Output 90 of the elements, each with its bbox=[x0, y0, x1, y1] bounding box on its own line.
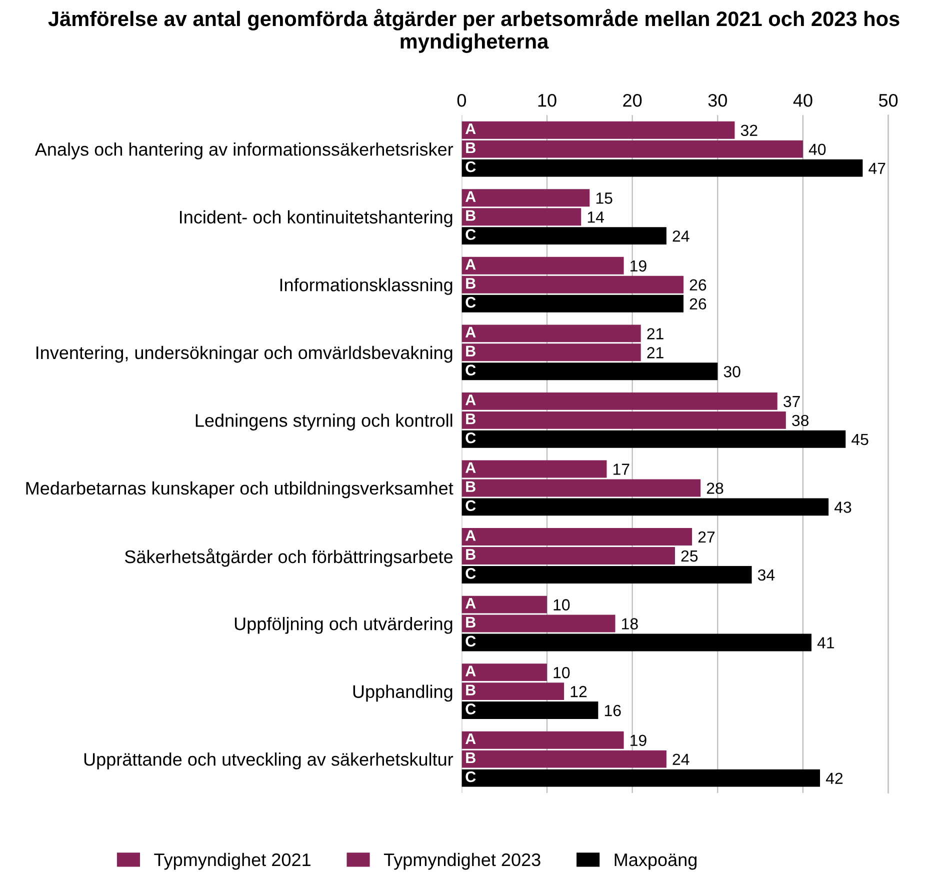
data-label: 32 bbox=[740, 124, 758, 136]
x-tick-label: 30 bbox=[708, 94, 727, 107]
data-label: 17 bbox=[613, 464, 630, 475]
legend-label: Typmyndighet 2021 bbox=[154, 852, 310, 870]
data-label: 43 bbox=[834, 502, 852, 513]
data-label: 18 bbox=[622, 618, 638, 630]
text: C bbox=[466, 364, 476, 376]
text: A bbox=[465, 191, 476, 202]
data-label: 47 bbox=[868, 162, 886, 174]
x-tick-label: 0 bbox=[457, 94, 466, 107]
data-label: 40 bbox=[808, 144, 826, 156]
data-label: 34 bbox=[758, 569, 775, 581]
data-label: 45 bbox=[852, 434, 868, 446]
data-label: 16 bbox=[604, 704, 621, 716]
bar bbox=[462, 566, 752, 584]
text: A bbox=[465, 394, 476, 406]
y-tick-label: Upprättande och utveckling av säkerhetskultur bbox=[84, 752, 454, 770]
data-label: 38 bbox=[792, 414, 809, 426]
text: C bbox=[466, 636, 476, 647]
bar bbox=[462, 294, 684, 312]
y-tick-label: Analys och hantering av informationssäkerhetsrisker bbox=[34, 142, 454, 160]
text: A bbox=[465, 598, 476, 608]
annotation: C bbox=[466, 161, 476, 172]
y-tick-label: Upphandling bbox=[353, 684, 452, 702]
data-label: 21 bbox=[647, 347, 664, 358]
bar bbox=[462, 362, 718, 380]
bar bbox=[462, 227, 666, 245]
legend-label: Maxpoäng bbox=[614, 854, 696, 870]
data-label: 19 bbox=[630, 260, 646, 272]
bar bbox=[462, 634, 812, 652]
data-label: 10 bbox=[554, 599, 570, 610]
bar bbox=[462, 769, 820, 787]
annotation: A bbox=[465, 124, 476, 134]
data-label: 10 bbox=[554, 666, 570, 678]
data-label: 14 bbox=[588, 212, 604, 223]
text: C bbox=[466, 229, 476, 240]
text: C bbox=[466, 704, 476, 714]
data-label: 24 bbox=[672, 230, 690, 242]
y-tick-label: Inventering, undersökningar och omvärldsbevakning bbox=[36, 346, 452, 363]
text: C bbox=[466, 771, 476, 782]
data-label: 19 bbox=[630, 734, 646, 746]
chart-title: Jämförelse av antal genomförda åtgärder per arbetsområde mellan 2021 och 2023 hos myndigheterna bbox=[48, 8, 900, 53]
text: B bbox=[466, 752, 476, 764]
data-label: 25 bbox=[681, 550, 698, 562]
text: B bbox=[466, 684, 476, 696]
text: A bbox=[465, 259, 476, 270]
y-tick-label: Incident- och kontinuitetshantering bbox=[180, 210, 452, 228]
data-label: 37 bbox=[784, 396, 800, 408]
data-label: 15 bbox=[596, 192, 612, 204]
x-tick-label: 40 bbox=[793, 94, 812, 107]
legend-label: Typmyndighet 2023 bbox=[384, 852, 540, 870]
text: B bbox=[466, 549, 476, 560]
text: A bbox=[465, 326, 476, 338]
data-label: 42 bbox=[826, 772, 843, 784]
text: C bbox=[466, 500, 476, 512]
bar bbox=[462, 702, 598, 720]
data-label: 26 bbox=[690, 298, 706, 310]
text: B bbox=[466, 210, 476, 221]
data-label: 24 bbox=[672, 754, 690, 765]
y-tick-label: Medarbetarnas kunskaper och utbildningsverksamhet bbox=[26, 481, 454, 498]
text: B bbox=[466, 481, 476, 492]
text: B bbox=[466, 414, 476, 424]
text: B bbox=[466, 278, 476, 289]
data-label: 26 bbox=[690, 279, 706, 291]
text: A bbox=[465, 462, 476, 473]
y-tick-label: Ledningens styrning och kontroll bbox=[196, 414, 452, 430]
text: A bbox=[465, 666, 476, 676]
annotation: B bbox=[466, 142, 476, 154]
text: A bbox=[465, 734, 476, 744]
text: B bbox=[466, 346, 476, 356]
bar bbox=[462, 159, 863, 177]
data-label: 28 bbox=[706, 482, 724, 494]
x-tick-label: 50 bbox=[878, 94, 898, 107]
bar bbox=[462, 498, 829, 516]
data-label: 30 bbox=[724, 366, 740, 378]
text: C bbox=[466, 432, 476, 444]
y-tick-label: Säkerhetsåtgärder och förbättringsarbete bbox=[124, 548, 453, 567]
x-tick-label: 20 bbox=[623, 94, 642, 107]
x-tick-label: 10 bbox=[538, 94, 556, 107]
y-tick-label: Informationsklassning bbox=[280, 278, 452, 295]
data-label: 12 bbox=[570, 686, 587, 698]
bar bbox=[462, 430, 846, 448]
text: A bbox=[465, 530, 476, 541]
text: C bbox=[466, 568, 476, 579]
data-label: 27 bbox=[698, 531, 715, 543]
data-label: 21 bbox=[647, 328, 664, 340]
text: C bbox=[466, 296, 476, 308]
y-tick-label: Uppföljning och utvärdering bbox=[234, 616, 452, 634]
data-label: 41 bbox=[817, 637, 834, 648]
text: B bbox=[466, 616, 476, 628]
